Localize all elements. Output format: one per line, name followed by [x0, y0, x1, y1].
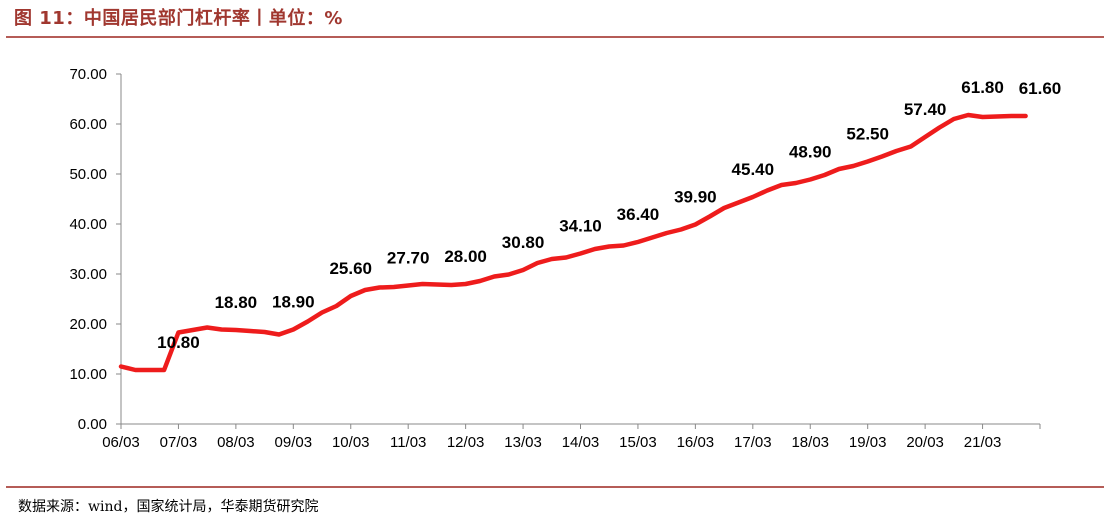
x-tick-label: 10/03: [332, 434, 370, 451]
data-label: 34.10: [559, 217, 602, 236]
data-label: 28.00: [444, 247, 487, 266]
y-tick-label: 70.00: [69, 66, 107, 83]
y-axis-ticks: 0.00 10.00 20.00 30.00 40.00 50.00 60.00 70.00: [69, 66, 121, 433]
y-tick-label: 0.00: [78, 416, 107, 433]
data-label: 30.80: [502, 233, 545, 252]
y-tick-label: 30.00: [69, 266, 107, 283]
chart-axes: [120, 74, 1040, 425]
data-label: 57.40: [904, 100, 947, 119]
data-label: 36.40: [617, 205, 660, 224]
y-tick-label: 50.00: [69, 166, 107, 183]
series-line: [118, 112, 1028, 373]
data-label: 45.40: [732, 160, 775, 179]
x-tick-label: 17/03: [734, 434, 772, 451]
figure-title: 图 11：中国居民部门杠杆率丨单位：%: [14, 8, 343, 29]
x-tick-label: 14/03: [562, 434, 600, 451]
x-tick-label: 21/03: [964, 434, 1002, 451]
x-tick-label: 08/03: [217, 434, 255, 451]
x-tick-label: 18/03: [791, 434, 829, 451]
x-axis-ticks: 06/03 07/03 08/03 09/03 10/03 11/03 12/03 13/03…: [102, 424, 1041, 451]
line-chart: 0.0010.0020.0030.0040.0050.0060.0070.00 …: [69, 66, 1061, 451]
data-label: 48.90: [789, 143, 832, 162]
data-label: 61.80: [961, 78, 1004, 97]
x-tick-label: 11/03: [390, 434, 426, 451]
x-tick-label: 16/03: [677, 434, 715, 451]
data-label: 52.50: [846, 125, 889, 144]
y-tick-label: 20.00: [69, 316, 107, 333]
data-label: 61.60: [1019, 79, 1062, 98]
top-divider: [6, 36, 1104, 38]
data-label: 39.90: [674, 188, 717, 207]
source-note: 数据来源：wind，国家统计局，华泰期货研究院: [18, 499, 319, 515]
y-tick-label: 40.00: [69, 216, 107, 233]
y-tick-label: 60.00: [69, 116, 107, 133]
x-tick-label: 19/03: [849, 434, 887, 451]
x-tick-label: 20/03: [906, 434, 944, 451]
x-tick-label: 09/03: [275, 434, 313, 451]
data-label: 18.80: [215, 293, 258, 312]
x-tick-label: 12/03: [447, 434, 485, 451]
data-label: 25.60: [329, 259, 372, 278]
data-label: 27.70: [387, 249, 430, 268]
data-label: 10.80: [157, 333, 200, 352]
x-tick-label: 07/03: [160, 434, 198, 451]
series-layer: [118, 112, 1028, 373]
bottom-divider: [6, 486, 1104, 488]
y-tick-label: 10.00: [69, 366, 107, 383]
x-tick-label: 15/03: [619, 434, 657, 451]
data-labels: 10.80 18.80 18.90 25.60 27.70 28.00 30.80 34.10…: [157, 78, 1061, 352]
data-label: 18.90: [272, 293, 315, 312]
x-tick-label: 06/03: [102, 434, 140, 451]
x-tick-label: 13/03: [504, 434, 542, 451]
